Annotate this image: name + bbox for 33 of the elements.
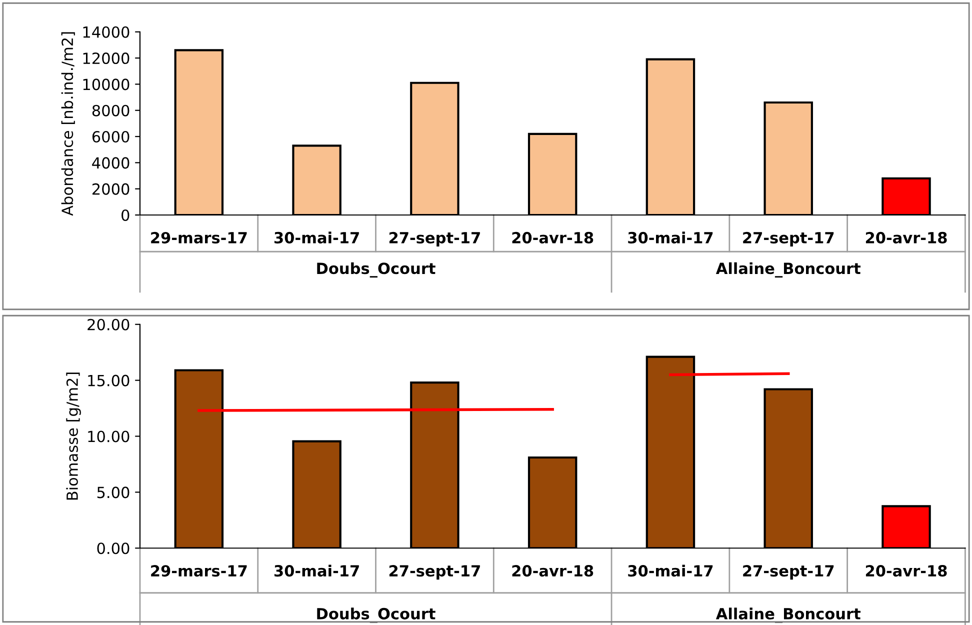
y-tick-label: 2000 — [92, 183, 130, 195]
x-tick-label: 20-avr-18 — [866, 565, 947, 577]
x-tick-label: 27-sept-17 — [389, 565, 480, 580]
y-tick-label: 5.00 — [97, 486, 130, 498]
y-axis-title: Biomasse [g/m2] — [66, 372, 81, 500]
text: Doubs_Ocourt — [317, 262, 436, 278]
y-tick-label: 8000 — [92, 104, 130, 116]
x-tick-label: 30-mai-17 — [628, 564, 713, 577]
text: Allaine_Boncourt — [716, 608, 861, 623]
text: Allaine_Boncourt — [716, 262, 861, 278]
y-tick-label: 12000 — [83, 52, 130, 64]
y-tick-label: 10000 — [83, 78, 130, 90]
text: Doubs_Ocourt — [317, 608, 436, 623]
x-tick-label: 29-mars-17 — [151, 565, 247, 577]
y-tick-label: 20.00 — [88, 318, 130, 330]
x-tick-label: 20-avr-18 — [512, 565, 594, 577]
x-tick-label: 20-avr-18 — [512, 232, 594, 244]
x-tick-label: 27-sept-17 — [743, 565, 834, 580]
y-tick-label: 4000 — [92, 157, 130, 169]
y-tick-label: 0.00 — [97, 542, 130, 554]
y-tick-label: 10.00 — [88, 430, 130, 442]
x-tick-label: 30-mai-17 — [628, 232, 713, 244]
y-axis-title: Abondance [nb.ind./m2] — [61, 32, 75, 216]
x-tick-label: 20-avr-18 — [866, 232, 947, 244]
x-tick-label: 27-sept-17 — [743, 232, 834, 246]
y-tick-label: 6000 — [92, 130, 130, 143]
y-tick-label: 0 — [122, 209, 130, 222]
y-tick-label: 15.00 — [88, 374, 130, 386]
x-tick-label: 27-sept-17 — [389, 232, 480, 246]
x-tick-label: 30-mai-17 — [274, 564, 359, 577]
y-tick-label: 14000 — [83, 26, 130, 38]
x-tick-label: 30-mai-17 — [274, 232, 359, 244]
x-tick-label: 29-mars-17 — [151, 232, 247, 244]
